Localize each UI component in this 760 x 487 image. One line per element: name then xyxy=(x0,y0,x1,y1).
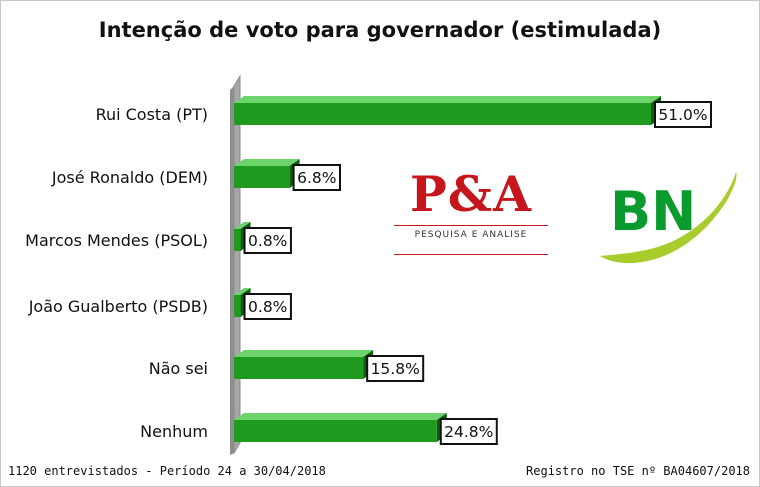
category-label: Nenhum xyxy=(140,422,208,441)
pa-logo-mark: P&A xyxy=(409,165,533,223)
data-label-box xyxy=(366,355,425,382)
data-label-box xyxy=(243,293,292,320)
bar-top-face xyxy=(234,413,447,420)
data-label-box xyxy=(654,101,712,128)
bar-top-face xyxy=(234,288,251,295)
data-label-box xyxy=(439,418,498,445)
category-label: Marcos Mendes (PSOL) xyxy=(25,231,208,250)
data-label: 6.8% xyxy=(297,169,336,187)
pa-logo-tagline: PESQUISA E ANALISE xyxy=(414,230,528,240)
bar xyxy=(234,166,290,188)
bn-logo: BN xyxy=(600,172,737,264)
bn-logo-letters: BN xyxy=(610,180,696,243)
data-label: 15.8% xyxy=(371,360,420,378)
bar xyxy=(234,295,241,317)
bar xyxy=(234,103,651,125)
category-label: João Gualberto (PSDB) xyxy=(28,297,208,316)
footer-sample-info: 1120 entrevistados - Período 24 a 30/04/… xyxy=(8,464,326,478)
data-label: 0.8% xyxy=(248,298,287,316)
data-label: 24.8% xyxy=(444,423,493,441)
bn-logo-swoosh xyxy=(600,172,737,264)
category-label: Não sei xyxy=(149,359,208,378)
pa-logo: P&A PESQUISA E ANALISE xyxy=(392,166,550,258)
bar xyxy=(234,357,364,379)
category-label: José Ronaldo (DEM) xyxy=(51,168,208,187)
pa-logo-rule-bottom xyxy=(394,254,548,255)
chart-back-wall-edge xyxy=(230,86,234,455)
bar-top-face xyxy=(234,350,374,357)
bar xyxy=(234,229,241,251)
chart-back-wall xyxy=(233,74,241,455)
bar-top-face xyxy=(234,96,661,103)
data-label-box xyxy=(292,164,342,191)
data-label-box xyxy=(243,227,292,254)
chart-title: Intenção de voto para governador (estimu… xyxy=(98,18,662,42)
category-label: Rui Costa (PT) xyxy=(96,105,208,124)
bar-top-face xyxy=(234,159,300,166)
data-label: 51.0% xyxy=(658,106,707,124)
data-label: 0.8% xyxy=(248,232,287,250)
bar-top-face xyxy=(234,222,251,229)
pa-logo-rule-top xyxy=(394,225,548,226)
bar xyxy=(234,420,437,442)
footer-registration: Registro no TSE nº BA04607/2018 xyxy=(526,464,750,478)
